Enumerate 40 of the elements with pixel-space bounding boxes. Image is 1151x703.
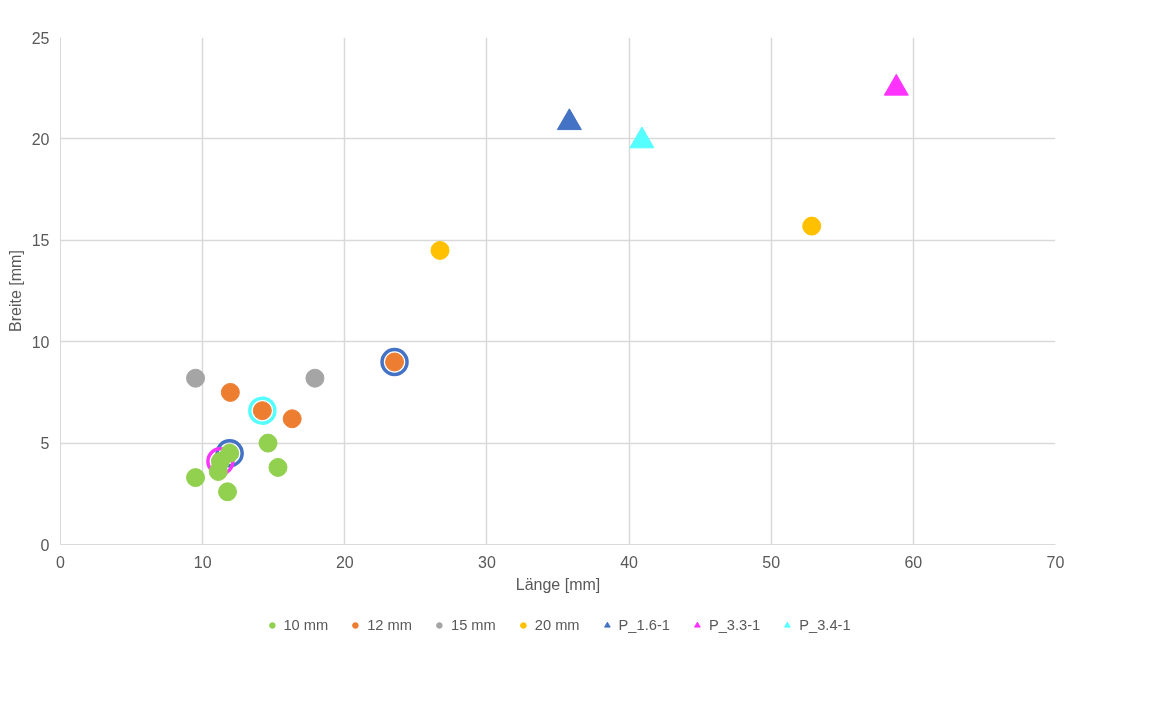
- legend-label: P_3.3-1: [708, 617, 761, 633]
- legend-label: 20 mm: [534, 617, 580, 633]
- point: [258, 433, 278, 453]
- point: [430, 240, 450, 260]
- point: [282, 409, 302, 429]
- y-tick-label: 5: [40, 435, 50, 453]
- point: [186, 368, 206, 388]
- point: [186, 468, 206, 488]
- y-tick-label: 20: [31, 130, 50, 148]
- legend-label: 12 mm: [367, 617, 412, 633]
- x-tick-label: 40: [620, 553, 639, 571]
- point: [248, 396, 277, 425]
- x-tick-label: 60: [904, 553, 923, 571]
- point: [883, 73, 909, 96]
- x-tick-label: 0: [56, 553, 66, 571]
- point: [215, 439, 244, 468]
- point: [380, 347, 409, 377]
- x-tick-label: 10: [193, 553, 212, 571]
- x-tick-label: 20: [335, 553, 354, 571]
- point: [802, 216, 822, 236]
- y-axis-title: Breite [mm]: [6, 250, 24, 332]
- x-tick-label: 50: [762, 553, 781, 571]
- legend-label: 10 mm: [283, 617, 329, 633]
- point: [629, 126, 655, 149]
- point: [206, 447, 235, 476]
- x-axis-title: Länge [mm]: [515, 575, 601, 593]
- x-tick-label: 70: [1046, 553, 1065, 571]
- y-tick-label: 15: [31, 232, 50, 250]
- y-tick-label: 0: [40, 536, 50, 554]
- legend-label: 15 mm: [450, 617, 496, 633]
- point: [268, 457, 288, 477]
- point: [220, 382, 240, 402]
- legend-label: P_3.4-1: [799, 617, 851, 633]
- x-tick-label: 30: [478, 553, 496, 571]
- legend-label: P_1.6-1: [618, 617, 670, 633]
- point: [305, 368, 325, 388]
- point: [218, 482, 238, 502]
- y-tick-label: 10: [31, 333, 50, 351]
- point: [556, 108, 582, 131]
- y-tick-label: 25: [31, 29, 50, 47]
